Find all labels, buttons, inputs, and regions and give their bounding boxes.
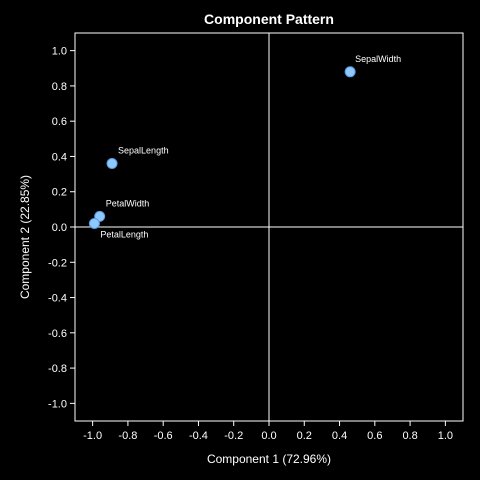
x-tick-label: 0.2 <box>297 430 312 442</box>
data-point-label: SepalWidth <box>355 54 401 64</box>
x-tick-label: -0.6 <box>154 430 173 442</box>
reference-lines <box>75 33 463 421</box>
x-tick-label: -0.4 <box>189 430 208 442</box>
y-tick-label: 0.8 <box>52 81 67 93</box>
x-axis-label: Component 1 (72.96%) <box>207 452 331 466</box>
x-tick-label: -1.0 <box>83 430 102 442</box>
x-axis-ticks: -1.0 -0.8 -0.6 -0.4 -0.2 0.0 0.2 0.4 0.6 0.8 1.0 <box>83 421 453 442</box>
y-tick-label: 0.2 <box>52 187 67 199</box>
y-tick-label: 0.6 <box>52 116 67 128</box>
x-tick-label: -0.2 <box>224 430 243 442</box>
x-tick-label: 0.6 <box>367 430 382 442</box>
x-tick-label: 0.4 <box>332 430 347 442</box>
y-tick-label: 0.0 <box>52 222 67 234</box>
x-tick-label: 0.0 <box>261 430 276 442</box>
y-tick-label: -0.8 <box>48 363 67 375</box>
data-point-label: PetalWidth <box>106 198 150 208</box>
data-point <box>106 158 118 170</box>
x-tick-label: 0.8 <box>402 430 417 442</box>
y-tick-label: -0.6 <box>48 328 67 340</box>
data-points: SepalWidth SepalLength PetalWidth PetalLeng… <box>88 54 401 239</box>
data-point-label: PetalLength <box>100 229 148 239</box>
y-tick-label: -0.4 <box>48 293 67 305</box>
x-tick-label: -0.8 <box>118 430 137 442</box>
y-tick-label: 1.0 <box>52 46 67 58</box>
data-point <box>88 217 100 229</box>
x-tick-label: 1.0 <box>438 430 453 442</box>
y-axis-ticks: -1.0 -0.8 -0.6 -0.4 -0.2 0.0 0.2 0.4 0.6 0.8 1.0 <box>48 46 75 410</box>
chart-title: Component Pattern <box>204 11 334 27</box>
y-tick-label: -1.0 <box>48 398 67 410</box>
y-tick-label: -0.2 <box>48 257 67 269</box>
data-point-label: SepalLength <box>118 146 169 156</box>
y-tick-label: 0.4 <box>52 151 67 163</box>
y-axis-label: Component 2 (22.85%) <box>18 175 32 299</box>
data-point <box>344 66 356 78</box>
